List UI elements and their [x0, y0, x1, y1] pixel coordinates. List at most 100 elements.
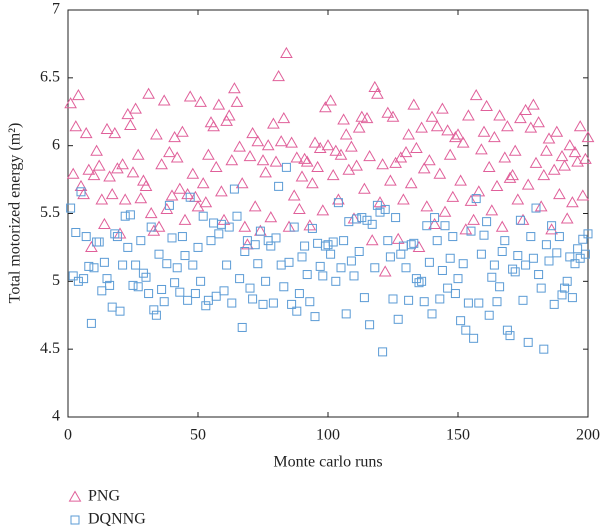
triangle-marker	[113, 227, 127, 239]
square-marker	[552, 248, 562, 258]
triangle-marker	[77, 187, 90, 200]
triangle-marker	[365, 234, 379, 246]
triangle-marker	[498, 151, 512, 163]
triangle-marker	[451, 128, 465, 140]
triangle-marker	[449, 131, 462, 143]
square-marker	[544, 256, 554, 266]
triangle-marker	[178, 213, 192, 225]
square-marker	[487, 272, 497, 282]
triangle-marker	[131, 148, 145, 160]
square-marker	[237, 322, 247, 332]
triangle-marker	[95, 193, 109, 205]
triangle-marker	[230, 95, 244, 107]
triangle-marker	[183, 90, 197, 102]
square-marker	[209, 218, 219, 228]
triangle-marker	[155, 158, 168, 170]
x-tick-label: 100	[316, 427, 340, 444]
triangle-marker	[350, 159, 363, 171]
triangle-marker	[462, 109, 475, 121]
square-marker	[489, 260, 499, 270]
square-marker	[315, 261, 325, 271]
triangle-marker	[150, 128, 163, 140]
triangle-marker	[274, 135, 288, 147]
triangle-marker	[277, 112, 291, 124]
triangle-marker	[126, 166, 140, 178]
triangle-marker	[360, 112, 374, 124]
triangle-marker	[550, 125, 564, 137]
square-marker	[112, 232, 122, 242]
square-marker	[573, 244, 583, 254]
y-tick-label: 5	[52, 272, 60, 289]
square-marker	[518, 295, 528, 305]
square-marker	[97, 286, 107, 296]
x-tick-label: 150	[446, 427, 470, 444]
square-marker	[141, 272, 151, 282]
triangle-marker	[168, 131, 181, 143]
triangle-marker	[581, 131, 595, 143]
triangle-marker	[72, 88, 85, 101]
triangle-marker	[173, 182, 187, 194]
square-marker	[284, 257, 294, 267]
triangle-marker	[503, 171, 517, 183]
triangle-marker	[412, 240, 426, 253]
square-marker	[396, 249, 406, 259]
triangle-marker	[485, 204, 499, 216]
triangle-marker	[189, 190, 202, 202]
square-marker	[79, 274, 89, 284]
square-marker	[414, 278, 424, 288]
square-marker	[224, 222, 234, 232]
triangle-marker	[64, 97, 77, 109]
triangle-marker	[373, 196, 387, 208]
square-marker	[541, 240, 551, 250]
y-tick-label: 7	[52, 1, 60, 18]
square-marker	[276, 260, 286, 270]
square-marker	[474, 298, 484, 308]
square-marker	[328, 237, 338, 247]
square-marker	[435, 294, 445, 304]
square-marker	[154, 249, 164, 259]
square-marker	[193, 242, 203, 252]
square-marker	[375, 207, 385, 217]
x-tick-label: 0	[64, 427, 72, 444]
square-marker	[378, 347, 388, 357]
square-marker	[430, 213, 440, 223]
triangle-marker	[326, 169, 340, 181]
triangle-marker	[163, 145, 176, 158]
square-marker	[523, 337, 533, 347]
square-marker	[419, 297, 429, 307]
triangle-marker	[446, 190, 460, 202]
triangle-marker	[280, 46, 293, 59]
square-marker	[562, 276, 572, 286]
triangle-marker	[176, 125, 189, 137]
triangle-marker	[313, 141, 327, 154]
square-marker	[367, 219, 377, 229]
square-marker	[354, 246, 364, 256]
square-marker	[526, 232, 536, 242]
square-marker	[476, 249, 486, 259]
square-marker	[170, 278, 180, 288]
square-marker	[463, 298, 473, 308]
triangle-marker	[467, 213, 480, 225]
square-marker	[359, 293, 369, 303]
square-marker	[458, 259, 468, 269]
triangle-marker	[430, 120, 444, 132]
square-marker	[554, 232, 564, 242]
square-marker	[380, 204, 390, 214]
square-marker	[310, 312, 320, 322]
triangle-marker	[103, 170, 116, 182]
triangle-marker	[212, 98, 226, 110]
square-marker	[151, 310, 161, 320]
y-tick-label: 4	[52, 408, 60, 425]
square-marker	[118, 260, 128, 270]
triangle-marker	[537, 169, 551, 181]
square-marker	[70, 515, 80, 525]
square-marker	[549, 299, 559, 309]
square-marker	[250, 240, 260, 250]
y-axis-label: Total motorized energy (m²)	[7, 123, 24, 304]
triangle-marker	[547, 163, 561, 175]
triangle-marker	[220, 114, 233, 126]
square-marker	[484, 310, 494, 320]
triangle-marker	[438, 205, 452, 217]
square-marker	[68, 271, 78, 281]
triangle-marker	[508, 144, 522, 156]
